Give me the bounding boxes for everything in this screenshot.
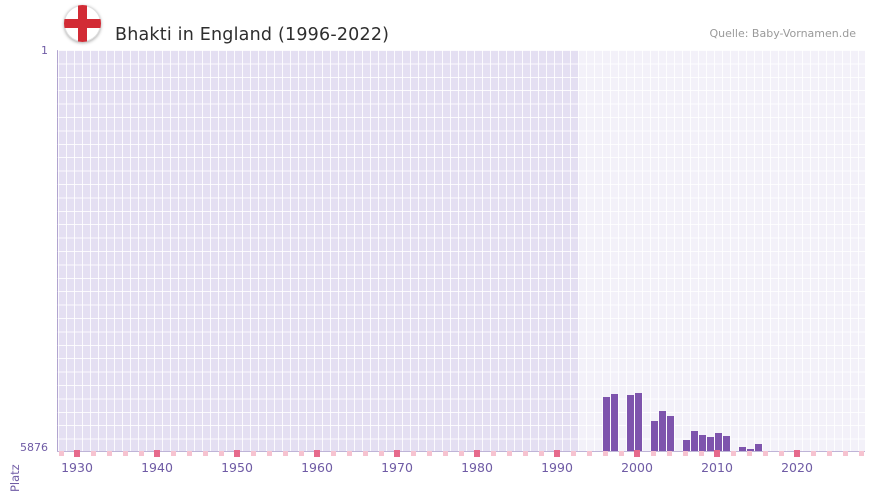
x-tick-1980: 1980 xyxy=(461,460,493,475)
year-marker-2026 xyxy=(842,451,848,456)
year-marker-2002 xyxy=(650,451,656,456)
year-marker-1988 xyxy=(538,451,544,456)
x-tick-1990: 1990 xyxy=(541,460,573,475)
year-marker-1956 xyxy=(282,451,288,456)
year-marker-1962 xyxy=(330,451,336,456)
year-marker-1976 xyxy=(442,451,448,456)
bar-2000 xyxy=(634,393,642,451)
year-marker-1992 xyxy=(570,451,576,456)
year-marker-1952 xyxy=(250,451,256,456)
bar-1999 xyxy=(626,395,634,451)
decade-marker-2010 xyxy=(714,450,720,457)
year-marker-1998 xyxy=(618,451,624,456)
bar-2007 xyxy=(690,430,698,451)
year-marker-1938 xyxy=(138,451,144,456)
bar-1996 xyxy=(602,396,610,451)
decade-marker-1930 xyxy=(74,450,80,457)
year-marker-1948 xyxy=(218,451,224,456)
year-marker-1968 xyxy=(378,451,384,456)
plot-area xyxy=(57,50,865,452)
year-marker-2016 xyxy=(762,451,768,456)
y-tick-top: 1 xyxy=(41,44,48,57)
y-axis-title: Platz xyxy=(8,464,22,492)
year-marker-1974 xyxy=(426,451,432,456)
flag-cross-horizontal xyxy=(64,19,101,28)
year-marker-2012 xyxy=(730,451,736,456)
year-marker-1964 xyxy=(346,451,352,456)
decade-marker-1990 xyxy=(554,450,560,457)
year-marker-2028 xyxy=(858,451,864,456)
chart-title: Bhakti in England (1996-2022) xyxy=(115,24,390,45)
year-marker-1934 xyxy=(106,451,112,456)
decade-marker-1950 xyxy=(234,450,240,457)
year-marker-1928 xyxy=(58,451,64,456)
source-attribution: Quelle: Baby-Vornamen.de xyxy=(709,27,856,40)
year-marker-1984 xyxy=(506,451,512,456)
data-period-highlight-region xyxy=(578,50,865,451)
x-tick-2000: 2000 xyxy=(621,460,653,475)
bar-2013 xyxy=(738,447,746,451)
year-marker-1936 xyxy=(122,451,128,456)
year-marker-2014 xyxy=(746,451,752,456)
year-marker-1978 xyxy=(458,451,464,456)
bar-1997 xyxy=(610,393,618,451)
year-marker-2022 xyxy=(810,451,816,456)
decade-marker-1970 xyxy=(394,450,400,457)
year-marker-2018 xyxy=(778,451,784,456)
year-marker-2004 xyxy=(666,451,672,456)
year-marker-1972 xyxy=(410,451,416,456)
x-tick-1950: 1950 xyxy=(221,460,253,475)
y-tick-bottom: 5876 xyxy=(20,441,48,454)
bar-2004 xyxy=(666,415,674,451)
decade-marker-1960 xyxy=(314,450,320,457)
year-marker-1942 xyxy=(170,451,176,456)
bar-2011 xyxy=(722,436,730,451)
decade-marker-2000 xyxy=(634,450,640,457)
year-marker-2024 xyxy=(826,451,832,456)
bar-2014 xyxy=(746,448,754,451)
year-marker-1932 xyxy=(90,451,96,456)
x-tick-1960: 1960 xyxy=(301,460,333,475)
year-marker-1996 xyxy=(602,451,608,456)
year-marker-1946 xyxy=(202,451,208,456)
year-marker-1966 xyxy=(362,451,368,456)
bar-2010 xyxy=(714,432,722,451)
year-marker-2008 xyxy=(698,451,704,456)
x-tick-1940: 1940 xyxy=(141,460,173,475)
bar-2008 xyxy=(698,434,706,451)
year-marker-1994 xyxy=(586,451,592,456)
bar-2009 xyxy=(706,436,714,451)
year-marker-2006 xyxy=(682,451,688,456)
year-marker-1982 xyxy=(490,451,496,456)
england-flag-icon xyxy=(64,5,101,42)
bar-2003 xyxy=(658,410,666,451)
decade-marker-1940 xyxy=(154,450,160,457)
decade-marker-1980 xyxy=(474,450,480,457)
year-marker-1954 xyxy=(266,451,272,456)
decade-marker-2020 xyxy=(794,450,800,457)
x-tick-2020: 2020 xyxy=(781,460,813,475)
bar-2015 xyxy=(754,443,762,451)
bar-2002 xyxy=(650,421,658,451)
year-marker-1958 xyxy=(298,451,304,456)
x-tick-2010: 2010 xyxy=(701,460,733,475)
x-tick-1970: 1970 xyxy=(381,460,413,475)
year-marker-1944 xyxy=(186,451,192,456)
year-marker-1986 xyxy=(522,451,528,456)
bar-2006 xyxy=(682,440,690,451)
x-tick-1930: 1930 xyxy=(61,460,93,475)
